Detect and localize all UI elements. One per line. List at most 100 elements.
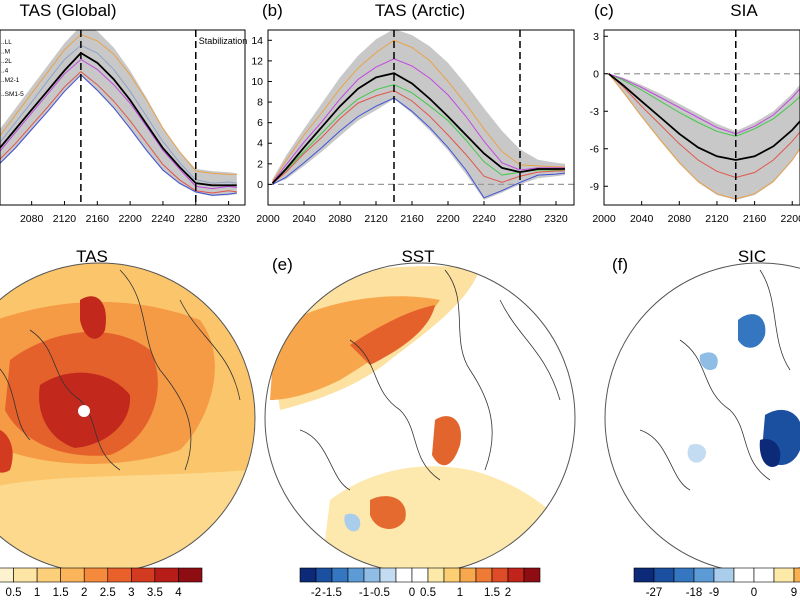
map-d-peak-anomaly-north — [80, 296, 106, 339]
colorbar-f-swatch — [673, 567, 695, 583]
panel-b-title: TAS (Arctic) — [375, 1, 465, 20]
panel-b-y-tick-label: 12 — [251, 55, 263, 67]
panel-a-legend-entry: ..SM1-5 — [1, 91, 24, 98]
colorbar-d-tick-label: 0.5 — [6, 587, 22, 599]
panel-a-legend-entry: ..M — [1, 49, 10, 56]
panel-f-label: (f) — [612, 255, 628, 274]
map-f-loss-region-pacific — [699, 352, 718, 371]
panel-c-sia: 2000 2040 2080 2120 2160 2200 3 0 -3 -6 -9 SIA (c) — [590, 1, 800, 225]
panel-b-arctic-tas: 2000 2040 2080 2120 2160 2200 2240 2280 2320 0 2 4 6… — [251, 1, 575, 225]
colorbar-e-swatch — [459, 567, 477, 583]
panel-c-x-tick-label: 2040 — [630, 213, 654, 225]
panel-b-plot-area — [268, 30, 574, 205]
map-e-cool-anomaly-region — [344, 513, 361, 532]
colorbar-d-tick-label: 1 — [34, 587, 40, 599]
colorbar-e-tick-label: 2 — [505, 587, 511, 599]
map-f-coastlines — [639, 269, 791, 491]
panel-a-series-member-2 — [0, 44, 237, 184]
map-f-loss-region-west — [687, 443, 707, 463]
panel-c-label: (c) — [594, 1, 614, 20]
panel-b-frame — [267, 29, 575, 206]
panel-a-legend-entry: ..M2-1 — [1, 77, 20, 84]
panel-c-y-tick-label: 0 — [593, 68, 599, 80]
colorbar-d-swatch — [131, 567, 156, 583]
map-d-north-pole-marker — [78, 405, 90, 417]
colorbar-e-tick-label: 1 — [457, 587, 463, 599]
colorbar-f-tick-label: 9 — [791, 587, 797, 599]
panel-b-y-tick-label: 2 — [257, 158, 263, 170]
panel-c-frame — [603, 29, 800, 206]
colorbar-d-swatch — [0, 567, 14, 583]
colorbar-e-swatch — [395, 567, 413, 583]
colorbar-d-tick-label: 3 — [128, 587, 134, 599]
colorbar-e-swatch — [475, 567, 493, 583]
panel-c-x-tick-label: 2000 — [592, 213, 616, 225]
colorbar-d-tick-label: 1.5 — [53, 587, 69, 599]
map-d-low-anomaly-region — [0, 470, 255, 573]
panel-a-spread-band — [0, 30, 237, 197]
panel-a-x-tick-label: 2200 — [118, 213, 142, 225]
colorbar-f-swatch — [753, 567, 775, 583]
panel-a-series-member-4 — [0, 70, 237, 194]
colorbar-f-swatch — [633, 567, 655, 583]
panel-c-x-tick-label: 2080 — [668, 213, 692, 225]
panel-a-title: TAS (Global) — [20, 1, 117, 20]
panel-c-series-mean — [608, 73, 800, 161]
colorbar-e-tick-label: -1.5 — [322, 587, 342, 599]
colorbar-e-swatch — [507, 567, 525, 583]
map-e-coastlines — [299, 269, 561, 491]
panel-b-series-mean — [271, 72, 565, 185]
map-d-coastlines — [0, 269, 241, 471]
panel-b-series-member-2 — [272, 58, 565, 183]
colorbar-e-swatch — [315, 567, 333, 583]
panel-a-x-tick-label: 2240 — [151, 213, 175, 225]
panel-b-series-member-1 — [272, 39, 565, 182]
colorbar-e-tick-label: 0 — [409, 587, 415, 599]
panel-b-x-tick-label: 2080 — [328, 213, 352, 225]
panel-c-title: SIA — [730, 1, 758, 20]
colorbar-f-tick-label: -18 — [686, 587, 703, 599]
colorbar-e-swatch — [299, 567, 317, 583]
colorbar-d-swatch — [178, 567, 203, 583]
colorbar-e-swatch — [443, 567, 461, 583]
panel-a-x-tick-label: 2120 — [53, 213, 77, 225]
panel-d-tas-map: TAS — [0, 247, 256, 574]
colorbar-d-swatch — [83, 567, 109, 583]
panel-a-x-tick-label: 2080 — [20, 213, 44, 225]
panel-f-title: SIC — [738, 247, 766, 266]
colorbar-f-sic: -27 -18 -9 0 9 — [633, 567, 800, 599]
colorbar-f-swatch — [713, 567, 735, 583]
panel-b-x-tick-label: 2000 — [256, 213, 280, 225]
panel-c-plot-area — [604, 30, 800, 205]
colorbar-d-tick-label: 4 — [175, 587, 182, 599]
panel-c-series-member-4 — [608, 73, 800, 200]
panel-c-y-tick-label: 3 — [593, 31, 599, 43]
panel-a-series-member-1 — [0, 33, 237, 175]
colorbar-f-swatch — [733, 567, 755, 583]
colorbar-e-swatch — [491, 567, 509, 583]
colorbar-f-swatch — [793, 567, 800, 583]
colorbar-e-sst: -2 -1.5 -1 -0.5 0 0.5 1 1.5 2 — [299, 567, 541, 599]
colorbar-e-swatch — [331, 567, 349, 583]
colorbar-d-swatch — [154, 567, 179, 583]
panel-a-frame — [0, 29, 246, 206]
panel-b-y-tick-label: 0 — [257, 179, 263, 191]
colorbar-e-swatch — [427, 567, 445, 583]
panel-c-x-tick-label: 2160 — [743, 213, 767, 225]
panel-a-legend-entry: ..2L — [1, 58, 12, 65]
panel-c-series-member-2 — [608, 73, 800, 135]
panel-a-x-tick-label: 2160 — [86, 213, 110, 225]
map-f-strongest-loss-region — [759, 439, 781, 468]
colorbar-e-swatch — [347, 567, 365, 583]
panel-b-spread-band — [272, 30, 565, 200]
panel-b-y-tick-label: 6 — [257, 117, 263, 129]
panel-b-series-member-5 — [272, 97, 566, 199]
colorbar-e-swatch — [363, 567, 381, 583]
colorbar-e-tick-label: 0.5 — [420, 587, 436, 599]
panel-e-title: SST — [401, 247, 434, 266]
colorbar-e-swatch — [523, 567, 541, 583]
panel-b-series-member-4 — [272, 90, 565, 184]
colorbar-d-tas: 0.5 1 1.5 2 2.5 3 3.5 4 — [0, 567, 203, 599]
panel-b-x-tick-label: 2040 — [292, 213, 316, 225]
panel-c-y-tick-label: -6 — [590, 143, 599, 155]
